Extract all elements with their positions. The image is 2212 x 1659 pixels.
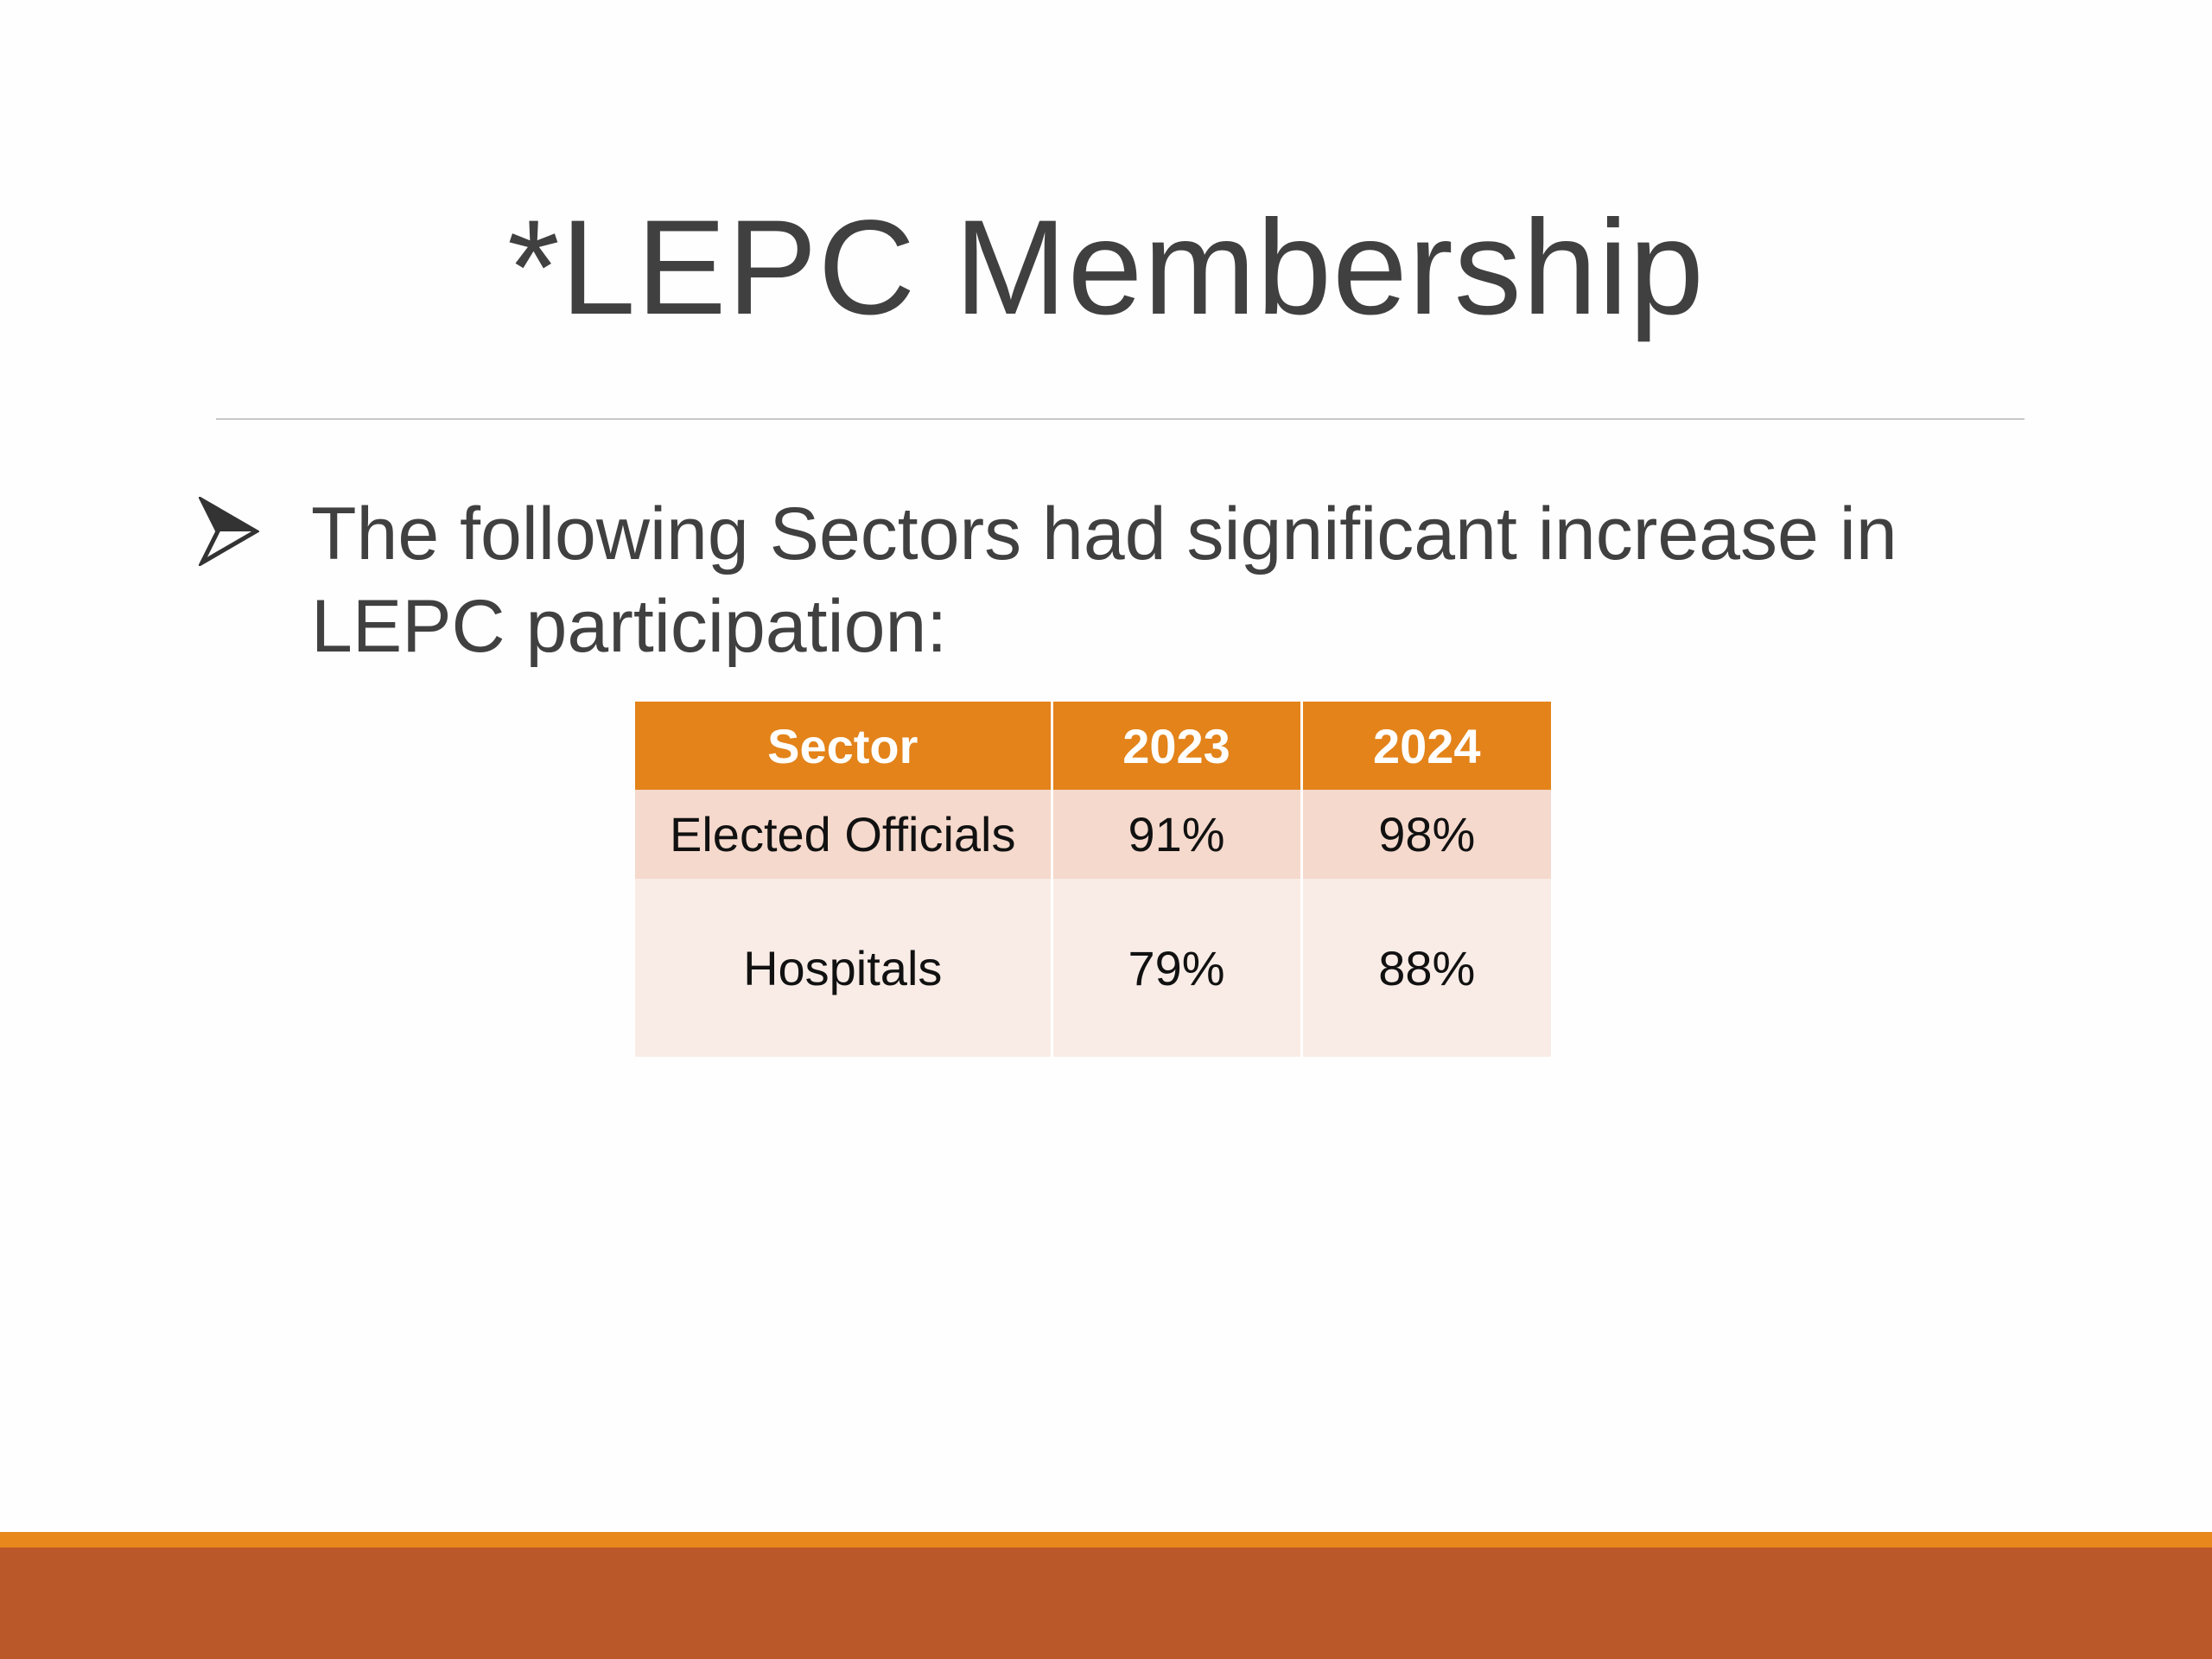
sector-table: Sector 2023 2024 Elected Officials 91% 9…: [635, 702, 1551, 1057]
footer-accent-bar: [0, 1532, 2212, 1548]
cell-2024: 98%: [1300, 790, 1551, 879]
title-divider: [216, 418, 2024, 420]
cell-sector: Elected Officials: [635, 790, 1052, 879]
table-header-row: Sector 2023 2024: [635, 702, 1551, 790]
bullet-line-2: LEPC participation:: [311, 585, 948, 668]
header-2024: 2024: [1300, 702, 1551, 790]
arrow-bullet-icon: [199, 497, 259, 566]
header-sector: Sector: [635, 702, 1052, 790]
cell-2024: 88%: [1300, 879, 1551, 1057]
bullet-line-1: The following Sectors had significant in…: [311, 493, 1897, 575]
cell-2023: 79%: [1050, 879, 1301, 1057]
table-row: Elected Officials 91% 98%: [635, 790, 1551, 879]
cell-2023: 91%: [1050, 790, 1301, 879]
footer-bar: [0, 1548, 2212, 1659]
bullet-text: The following Sectors had significant in…: [311, 488, 2039, 673]
header-2023: 2023: [1050, 702, 1301, 790]
cell-sector: Hospitals: [635, 879, 1052, 1057]
slide-title: *LEPC Membership: [507, 193, 1705, 343]
table-row: Hospitals 79% 88%: [635, 879, 1551, 1057]
